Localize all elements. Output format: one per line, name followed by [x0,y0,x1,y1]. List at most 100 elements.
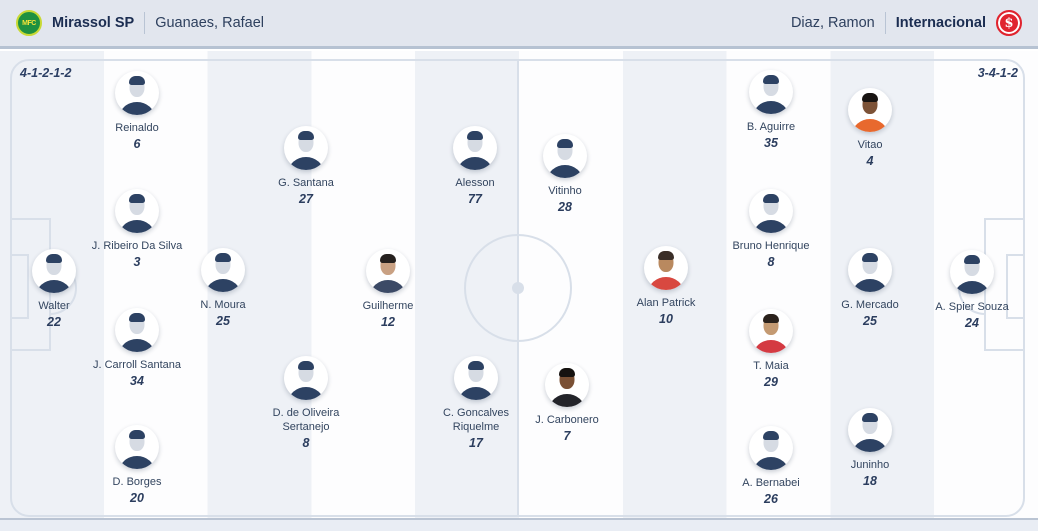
player-away[interactable]: Vitinho 28 [505,134,625,215]
player-avatar[interactable] [115,71,159,115]
avatar-hair [467,131,483,140]
player-name: Vitao [857,139,883,151]
player-away[interactable]: Bruno Henrique 8 [711,189,831,270]
player-avatar[interactable] [284,356,328,400]
player-number: 12 [381,315,395,329]
player-home[interactable]: J. Ribeiro Da Silva 3 [77,189,197,270]
player-home[interactable]: Reinaldo 6 [77,71,197,152]
player-number: 4 [866,154,874,168]
player-avatar[interactable] [543,134,587,178]
player-name: Bruno Henrique [732,240,810,252]
home-team-logo[interactable]: MFC [16,10,42,36]
player-avatar[interactable] [454,356,498,400]
player-avatar[interactable] [366,249,410,293]
player-avatar[interactable] [284,126,328,170]
player-avatar[interactable] [749,426,793,470]
avatar-shirt [288,157,324,170]
player-avatar[interactable] [32,249,76,293]
player-name: D. de Oliveira Sertanejo [272,407,340,433]
player-avatar[interactable] [950,250,994,294]
player-avatar[interactable] [201,248,245,292]
player-avatar[interactable] [749,309,793,353]
player-number: 17 [469,436,483,450]
player-avatar[interactable] [644,246,688,290]
player-name: J. Carbonero [535,414,599,426]
avatar-shirt [648,277,684,290]
avatar-hair [380,254,396,263]
player-home[interactable]: G. Santana 27 [246,126,366,207]
avatar-shirt [753,101,789,114]
avatar-hair [129,313,145,322]
lineups-header: MFC Mirassol SP Guanaes, Rafael Diaz, Ra… [0,0,1038,49]
avatar-hair [862,413,878,422]
player-number: 10 [659,312,673,326]
away-crest-text: $ [1004,15,1014,31]
player-avatar[interactable] [848,408,892,452]
player-avatar[interactable] [115,189,159,233]
player-name: G. Santana [278,177,334,189]
player-avatar[interactable] [848,88,892,132]
avatar-shirt [119,456,155,469]
player-home[interactable]: C. Goncalves Riquelme 17 [416,356,536,451]
away-team-name[interactable]: Internacional [895,15,986,31]
avatar-shirt [549,394,585,407]
player-number: 29 [764,375,778,389]
player-avatar[interactable] [848,248,892,292]
player-name: N. Moura [200,299,246,311]
player-number: 34 [130,374,144,388]
player-name: Alan Patrick [636,297,696,309]
player-home[interactable]: D. de Oliveira Sertanejo 8 [246,356,366,451]
player-avatar[interactable] [749,189,793,233]
avatar-shirt [36,280,72,293]
avatar-hair [763,314,779,323]
player-home[interactable]: D. Borges 20 [77,425,197,506]
away-team-logo[interactable]: $ [996,10,1022,36]
home-coach-name[interactable]: Guanaes, Rafael [155,15,265,31]
avatar-shirt [457,157,493,170]
player-home[interactable]: J. Carroll Santana 34 [77,308,197,389]
avatar-shirt [954,281,990,294]
avatar-shirt [370,280,406,293]
player-away[interactable]: Alan Patrick 10 [606,246,726,327]
player-away[interactable]: T. Maia 29 [711,309,831,390]
avatar-shirt [852,119,888,132]
player-name: D. Borges [112,476,162,488]
player-away[interactable]: Juninho 18 [810,408,930,489]
avatar-shirt [753,220,789,233]
player-away[interactable]: B. Aguirre 35 [711,70,831,151]
player-away[interactable]: J. Carbonero 7 [507,363,627,444]
player-name: C. Goncalves Riquelme [442,407,510,433]
player-number: 25 [216,314,230,328]
player-away[interactable]: G. Mercado 25 [810,248,930,329]
player-number: 20 [130,491,144,505]
player-avatar[interactable] [115,425,159,469]
player-number: 26 [764,492,778,506]
player-avatar[interactable] [545,363,589,407]
player-home[interactable]: Alesson 77 [415,126,535,207]
player-home[interactable]: Walter 22 [0,249,114,330]
player-number: 8 [767,255,775,269]
player-home[interactable]: Guilherme 12 [328,249,448,330]
home-team-name[interactable]: Mirassol SP [52,15,135,31]
player-home[interactable]: N. Moura 25 [163,248,283,329]
away-coach-name[interactable]: Diaz, Ramon [790,15,875,31]
player-away[interactable]: A. Spier Souza 24 [912,250,1032,331]
avatar-hair [468,361,484,370]
avatar-hair [964,255,980,264]
avatar-hair [763,431,779,440]
player-away[interactable]: A. Bernabei 26 [711,426,831,507]
avatar-shirt [119,102,155,115]
home-team-header: MFC Mirassol SP Guanaes, Rafael [16,10,264,36]
player-avatar[interactable] [749,70,793,114]
avatar-hair [298,361,314,370]
player-number: 7 [563,429,571,443]
avatar-hair [658,251,674,260]
player-number: 3 [133,255,141,269]
header-separator [884,12,886,34]
player-avatar[interactable] [115,308,159,352]
avatar-hair [298,131,314,140]
player-avatar[interactable] [453,126,497,170]
avatar-hair [129,430,145,439]
player-away[interactable]: Vitao 4 [810,88,930,169]
avatar-hair [559,368,575,377]
